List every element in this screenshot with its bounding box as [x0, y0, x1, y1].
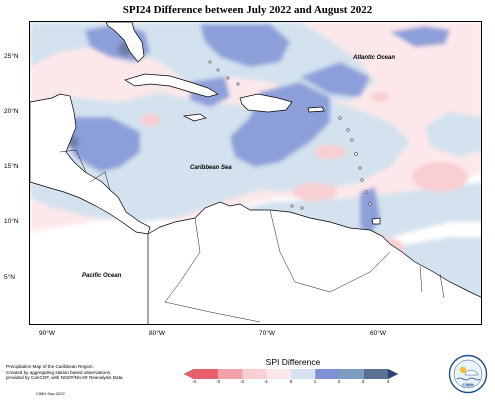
lat-label-10n: 10°N [4, 218, 19, 225]
label-caribbean-sea: Caribbean Sea [190, 165, 232, 171]
map-canvas [30, 22, 481, 324]
lat-label-20n: 20°N [4, 108, 19, 115]
footnote-line: Precipitation Map of the Caribbean Regio… [6, 364, 94, 369]
island [208, 60, 212, 64]
land-puerto-rico [307, 106, 325, 113]
land-hispaniola [239, 93, 293, 113]
island [346, 128, 350, 132]
island [226, 76, 230, 80]
legend-tick: -4 [191, 379, 196, 384]
legend-arrow-right [387, 369, 398, 379]
legend-tick: 2 [337, 379, 341, 384]
island [236, 82, 240, 86]
spi-region-pos-mid [300, 62, 370, 97]
spi-region-pos-mid [200, 24, 290, 67]
footnote-line: Created by aggregating station based obs… [6, 369, 112, 375]
country-border [269, 209, 391, 293]
spi-region-neg-mid [293, 183, 337, 201]
legend-swatch [291, 369, 316, 379]
island [354, 152, 358, 156]
logo-text: CIMH [462, 383, 474, 388]
legend-swatch [266, 369, 291, 379]
country-border [439, 273, 445, 299]
legend-tick: -3 [215, 379, 220, 384]
lon-label-90w: 90°W [39, 330, 55, 337]
lat-label-15n: 15°N [4, 163, 19, 170]
legend-tick: 0 [289, 379, 293, 384]
land-trinidad [371, 217, 381, 225]
spi-region-neg-mid [314, 145, 346, 159]
legend-colorbar [184, 369, 398, 379]
island [368, 202, 372, 206]
island [300, 206, 304, 210]
legend-title: SPI Difference [265, 357, 321, 367]
land-south-america [147, 201, 481, 324]
lat-label-5n: 5°N [4, 274, 15, 281]
land-florida [105, 22, 145, 63]
footnote: Precipitation Map of the Caribbean Regio… [6, 364, 176, 381]
land-central-america [30, 93, 151, 235]
label-atlantic-ocean: Atlantic Ocean [353, 55, 396, 61]
spi-region-pos-mid [230, 82, 330, 167]
lon-label-60w: 60°W [370, 330, 386, 337]
footnote-line: provided by CariCOF, with NCEP/NCAR Rean… [6, 375, 124, 381]
island [290, 204, 294, 208]
legend-tick: -1 [263, 379, 268, 384]
border-layer [59, 149, 445, 323]
country-border [164, 301, 261, 323]
spi-region-neg-mid [140, 114, 160, 126]
island [358, 166, 362, 170]
island [350, 138, 354, 142]
island [360, 178, 364, 182]
spi-region-neg-mid [412, 162, 468, 192]
coastline-layer [30, 22, 481, 324]
footnote-credit: CIMH Sep-2022 [36, 391, 65, 396]
legend-swatch [363, 369, 388, 379]
spi-region-pos-light [425, 112, 481, 157]
country-border [59, 149, 87, 173]
cloud-icon [464, 369, 479, 376]
legend-tick: 3 [361, 379, 365, 384]
legend-swatch [339, 369, 364, 379]
legend-tick: 1 [313, 379, 317, 384]
legend-swatch [218, 369, 243, 379]
land-jamaica [182, 113, 207, 122]
legend-swatch [194, 369, 219, 379]
legend-tick: 4 [386, 379, 390, 384]
lat-label-25n: 25°N [4, 53, 19, 60]
country-border [89, 171, 111, 191]
spi-region-pos-mid [360, 187, 380, 237]
cimh-logo: CIMH [448, 354, 488, 394]
country-border [419, 265, 423, 293]
lon-label-70w: 70°W [259, 330, 275, 337]
spi-region-pos-mid [390, 26, 450, 47]
sun-icon [459, 366, 467, 374]
spi-region-pos-mid [65, 117, 140, 172]
land-cuba [124, 73, 219, 98]
island [364, 190, 368, 194]
lesser-antilles [208, 60, 372, 210]
map-title: SPI24 Difference between July 2022 and A… [122, 4, 373, 16]
country-border [164, 217, 201, 303]
spi-region-neg-mid [370, 92, 390, 102]
legend-swatch [315, 369, 340, 379]
wave-icon [456, 377, 481, 381]
legend-swatch [242, 369, 267, 379]
island [338, 116, 342, 120]
legend-arrow-left [184, 369, 195, 379]
legend-tick: -2 [239, 379, 244, 384]
label-pacific-ocean: Pacific Ocean [82, 273, 122, 279]
lon-label-80w: 80°W [149, 330, 165, 337]
island [216, 68, 220, 72]
map-frame [29, 21, 482, 325]
